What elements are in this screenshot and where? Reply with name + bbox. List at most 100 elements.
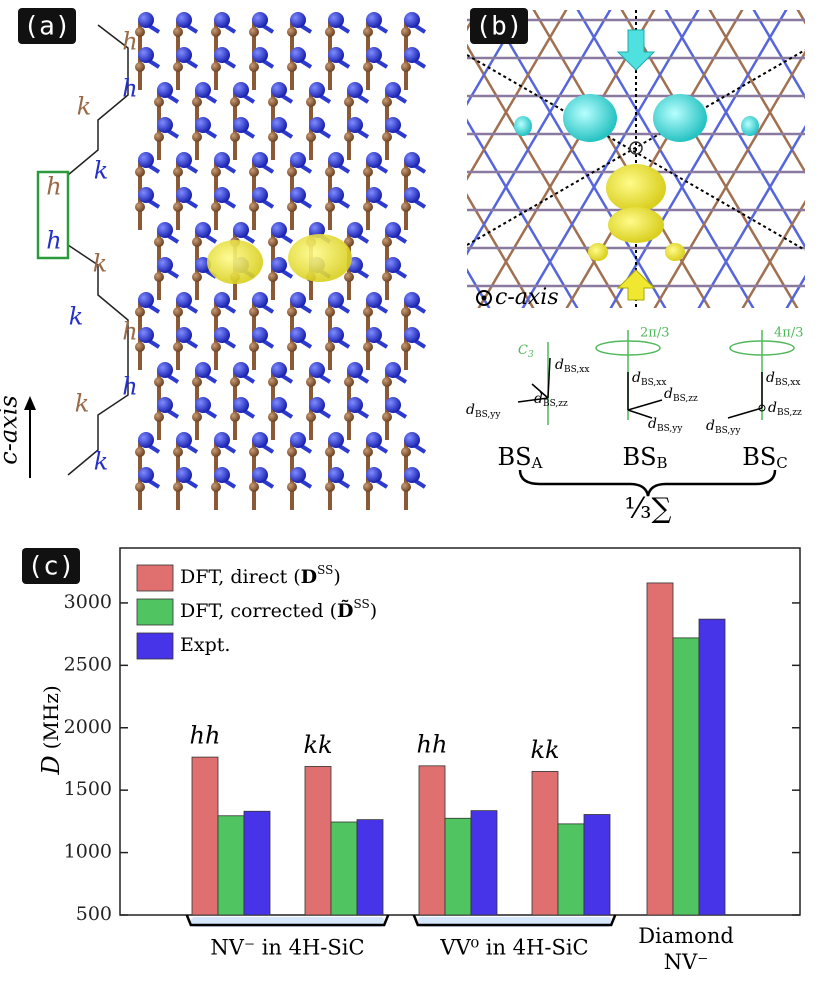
group-label: VV⁰ in 4H-SiC xyxy=(439,936,588,960)
rotation-arrow xyxy=(595,340,661,356)
atom-si xyxy=(328,187,344,203)
legend-label: DFT, direct (DSS) xyxy=(180,563,341,589)
atom-si xyxy=(309,117,325,133)
atom-c xyxy=(268,237,278,247)
spin-density xyxy=(606,164,666,212)
rotation-arrow xyxy=(729,340,795,356)
atom-si xyxy=(404,327,420,343)
bar xyxy=(304,766,332,916)
stacking-letter: k xyxy=(77,93,92,121)
atom-c xyxy=(287,307,297,317)
atom-c xyxy=(192,97,202,107)
panel-label: (a) xyxy=(24,12,71,42)
lattice-line xyxy=(467,10,568,181)
atom-si xyxy=(347,117,363,133)
atom-si xyxy=(157,222,173,238)
frame-label: BSC xyxy=(742,443,788,473)
atom-c xyxy=(173,482,183,492)
bar xyxy=(646,582,674,916)
atom-c xyxy=(306,412,316,422)
axis-label: c-axis xyxy=(0,395,23,464)
atom-si xyxy=(290,432,306,448)
atom-si xyxy=(309,362,325,378)
lattice-line xyxy=(467,118,579,308)
bar xyxy=(698,618,726,916)
atom-si xyxy=(157,257,173,273)
atom-c xyxy=(173,62,183,72)
rotation-label: 2π/3 xyxy=(640,326,669,341)
atom-c xyxy=(211,202,221,212)
atom-si xyxy=(214,47,230,63)
spin-density xyxy=(608,207,664,243)
atom-si xyxy=(385,397,401,413)
atom-c xyxy=(268,272,278,282)
center-marker xyxy=(629,141,643,155)
vector xyxy=(627,409,653,419)
atom-si xyxy=(347,222,363,238)
lattice-line xyxy=(708,10,805,175)
spin-density xyxy=(514,116,532,136)
vector-label: dBS,xx xyxy=(555,357,589,375)
vector-label: dBS,xx xyxy=(632,370,666,388)
atom-si xyxy=(157,117,173,133)
atom-c xyxy=(287,202,297,212)
atom-c xyxy=(192,237,202,247)
category-label: hh xyxy=(417,730,448,758)
lattice-line xyxy=(0,0,44,340)
atom-si xyxy=(385,222,401,238)
atom-si xyxy=(328,47,344,63)
lattice-line xyxy=(741,199,805,308)
atom-si xyxy=(290,187,306,203)
vector-label: dBS,zz xyxy=(534,391,568,409)
atom-c xyxy=(230,132,240,142)
atom-c xyxy=(363,167,373,177)
atom-c xyxy=(401,202,411,212)
crystal-structure xyxy=(135,12,427,510)
atom-c xyxy=(211,27,221,37)
atom-si xyxy=(176,12,192,28)
atom-si xyxy=(290,152,306,168)
vector xyxy=(517,397,549,403)
atom-c xyxy=(249,202,259,212)
vector-label: dBS,yy xyxy=(706,418,741,436)
stacking-letter: k xyxy=(94,448,109,476)
lattice-line xyxy=(697,125,805,308)
atom-si xyxy=(195,362,211,378)
atom-si xyxy=(195,82,211,98)
legend-text: SS xyxy=(354,597,370,611)
bar xyxy=(191,756,219,916)
atom-si xyxy=(214,187,230,203)
panel-c: (c) D(MHz) 500 1000 1500 2000 2500 3000 hh kk hh… xyxy=(22,547,801,974)
atom-si xyxy=(309,222,325,238)
vector-label: dBS,zz xyxy=(768,400,802,418)
vector xyxy=(531,383,549,399)
atom-si xyxy=(252,327,268,343)
atom-c xyxy=(135,62,145,72)
atom-si xyxy=(176,187,192,203)
atom-si xyxy=(157,397,173,413)
bar xyxy=(583,814,611,916)
lattice-line xyxy=(0,0,132,340)
panel-b: c-axis (b) C3 dBS,xx dBS,yy dBS,zz 2π/3 … xyxy=(0,0,805,525)
atom-c xyxy=(325,167,335,177)
atom-si xyxy=(328,292,344,308)
bar-chart: 500 1000 1500 2000 2500 3000 hh kk hh kk NV⁻ in 4H… xyxy=(64,547,801,974)
atom-c xyxy=(230,412,240,422)
atom-c xyxy=(173,27,183,37)
atom-si xyxy=(366,47,382,63)
atom-si xyxy=(138,47,154,63)
y-tick-label: 1500 xyxy=(64,778,112,800)
atom-c xyxy=(344,237,354,247)
category-label: kk xyxy=(303,731,332,759)
atom-c xyxy=(135,307,145,317)
axis-symbol: C3 xyxy=(518,343,534,360)
atom-c xyxy=(382,412,392,422)
atom-c xyxy=(211,447,221,457)
atom-c xyxy=(249,482,259,492)
atom-si xyxy=(138,327,154,343)
atom-c xyxy=(325,307,335,317)
atom-c xyxy=(363,482,373,492)
atom-c xyxy=(249,342,259,352)
atom-c xyxy=(325,482,335,492)
